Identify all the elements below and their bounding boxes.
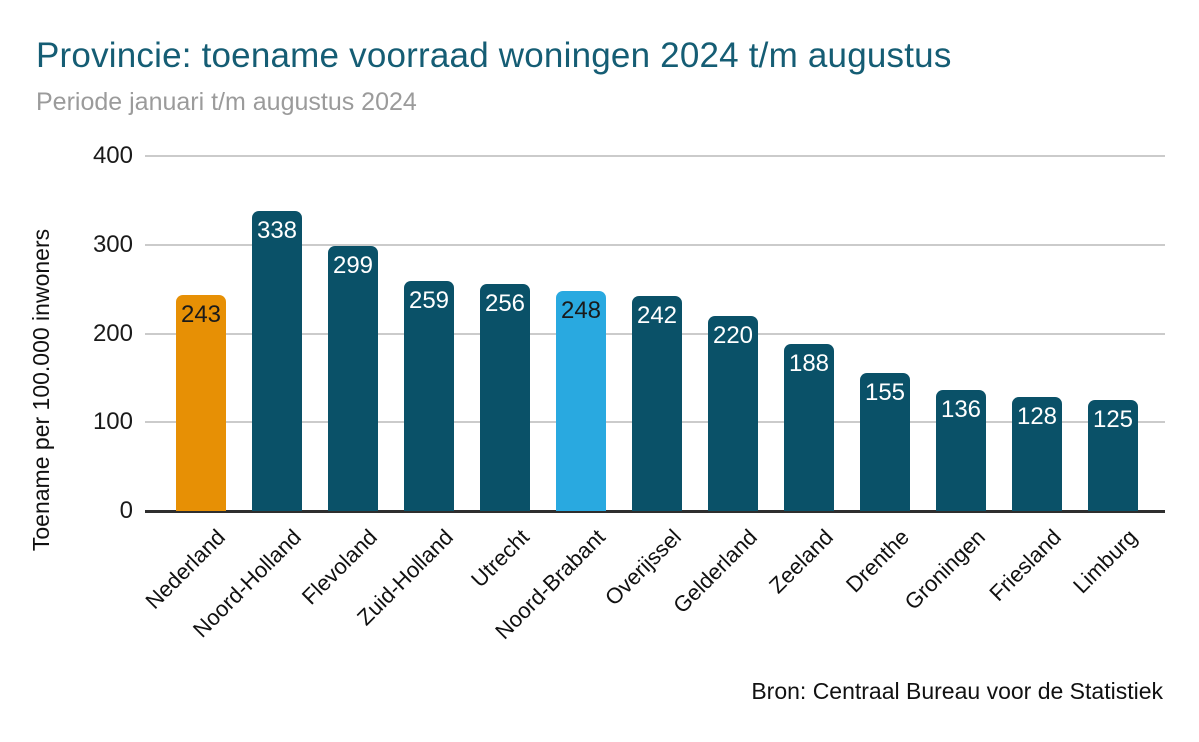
y-tick-label-0: 0 (119, 497, 133, 524)
bar-value-groningen: 136 (940, 396, 982, 424)
bar-value-flevoland: 299 (332, 251, 374, 279)
x-tick-label-friesland: Friesland (984, 524, 1066, 606)
bar-value-overijssel: 242 (636, 302, 678, 330)
chart-title: Provincie: toename voorraad woningen 202… (36, 36, 952, 75)
bar-value-drenthe: 155 (864, 379, 906, 407)
x-tick-label-zeeland: Zeeland (764, 524, 838, 599)
bar-value-gelderland: 220 (712, 321, 754, 349)
x-tick-label-zuid-holland: Zuid-Holland (352, 524, 458, 631)
x-tick-label-noord-holland: Noord-Holland (187, 524, 306, 643)
bar-overijssel: 242 (632, 296, 682, 511)
x-tick-label-gelderland: Gelderland (668, 524, 762, 619)
y-tick-label-400: 400 (92, 142, 133, 169)
x-tick-label-groningen: Groningen (899, 524, 990, 615)
gridline-400 (145, 155, 1165, 157)
x-tick-label-utrecht: Utrecht (466, 524, 534, 593)
bar-drenthe: 155 (860, 373, 910, 511)
bar-value-friesland: 128 (1016, 403, 1058, 431)
x-axis-line (145, 510, 1165, 513)
y-tick-label-100: 100 (92, 408, 133, 436)
y-tick-label-200: 200 (92, 319, 133, 347)
plot-area: 0 100 200 300 400 243 Nederland 338 Noord-Hollan… (93, 142, 1165, 644)
bar-value-zeeland: 188 (788, 350, 830, 378)
y-tick-label-300: 300 (92, 230, 133, 258)
gridline-300 (145, 243, 1165, 246)
bar-limburg: 125 (1088, 400, 1138, 511)
bar-value-noord-holland: 338 (256, 217, 298, 245)
bar-noord-holland: 338 (252, 211, 302, 511)
bar-value-zuid-holland: 259 (408, 287, 450, 315)
x-tick-label-drenthe: Drenthe (840, 524, 914, 598)
x-tick-label-nederland: Nederland (140, 524, 230, 614)
x-tick-label-flevoland: Flevoland (296, 524, 382, 610)
bar-value-limburg: 125 (1092, 406, 1134, 434)
bar-value-nederland: 243 (180, 301, 222, 329)
bar-noord-brabant: 248 (556, 290, 606, 511)
x-tick-label-noord-brabant: Noord-Brabant (490, 524, 610, 645)
bar-utrecht: 256 (480, 283, 530, 511)
x-tick-label-limburg: Limburg (1068, 524, 1142, 599)
y-axis-title: Toename per 100.000 inwoners (28, 228, 54, 552)
bar-zeeland: 188 (784, 344, 834, 511)
x-tick-label-overijssel: Overijssel (600, 524, 686, 611)
bar-value-utrecht: 256 (484, 289, 526, 317)
bar-value-noord-brabant: 248 (560, 296, 602, 324)
bar-flevoland: 299 (328, 245, 378, 511)
bar-nederland: 243 (176, 295, 226, 511)
bar-groningen: 136 (936, 390, 986, 511)
source-note: Bron: Centraal Bureau voor de Statistiek (751, 678, 1163, 704)
bar-zuid-holland: 259 (404, 281, 454, 511)
bar-gelderland: 220 (708, 315, 758, 511)
chart-subtitle: Periode januari t/m augustus 2024 (36, 88, 417, 116)
bar-friesland: 128 (1012, 397, 1062, 511)
